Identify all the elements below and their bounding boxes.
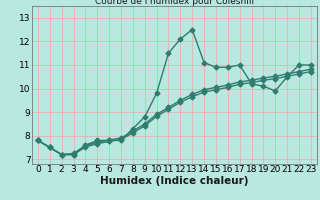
X-axis label: Humidex (Indice chaleur): Humidex (Indice chaleur) bbox=[100, 176, 249, 186]
Title: Courbe de l'humidex pour Coleshill: Courbe de l'humidex pour Coleshill bbox=[95, 0, 254, 6]
